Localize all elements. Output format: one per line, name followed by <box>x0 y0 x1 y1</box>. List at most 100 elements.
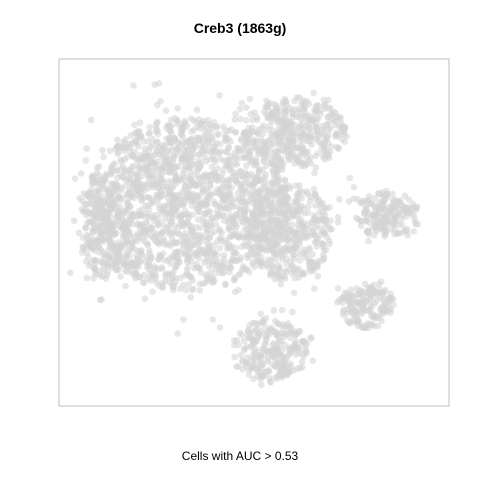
scatter-point <box>257 310 265 318</box>
scatter-point <box>174 138 182 146</box>
scatter-point <box>315 138 322 145</box>
scatter-point <box>320 228 328 236</box>
scatter-point <box>268 118 276 125</box>
scatter-point <box>330 116 338 123</box>
scatter-point <box>167 116 175 124</box>
scatter-point <box>328 110 335 118</box>
scatter-point <box>218 184 226 192</box>
scatter-point <box>176 212 183 219</box>
scatter-point <box>138 173 145 180</box>
scatter-point <box>282 267 290 275</box>
scatter-point <box>83 145 91 152</box>
scatter-point <box>230 341 238 349</box>
scatter-point <box>108 168 115 176</box>
scatter-point <box>222 136 230 143</box>
scatter-point <box>198 233 205 241</box>
scatter-point <box>180 316 187 323</box>
scatter-point <box>214 251 221 258</box>
scatter-point <box>322 219 330 226</box>
scatter-point <box>334 285 342 292</box>
scatter-point <box>276 263 283 271</box>
scatter-point <box>390 221 398 228</box>
scatter-point <box>179 126 186 133</box>
scatter-point <box>280 142 287 150</box>
scatter-point <box>231 353 238 361</box>
scatter-point <box>205 195 213 202</box>
scatter-point <box>158 264 165 271</box>
scatter-point <box>255 194 263 202</box>
scatter-point <box>374 322 382 330</box>
scatter-point <box>284 203 291 210</box>
scatter-point <box>270 307 278 314</box>
scatter-point <box>139 206 146 213</box>
scatter-point <box>371 222 379 230</box>
scatter-point <box>189 154 196 161</box>
scatter-point <box>246 217 253 224</box>
scatter-point <box>367 295 374 303</box>
scatter-point <box>205 121 213 128</box>
scatter-point <box>117 218 125 226</box>
scatter-point <box>201 250 209 258</box>
scatter-point <box>375 189 382 197</box>
scatter-point <box>235 195 243 203</box>
scatter-point <box>100 235 107 243</box>
scatter-point <box>292 106 299 113</box>
scatter-point <box>254 171 261 179</box>
scatter-point <box>326 148 334 156</box>
scatter-point <box>141 295 149 302</box>
scatter-point <box>236 329 244 337</box>
scatter-point <box>179 281 187 289</box>
scatter-point <box>264 222 271 229</box>
scatter-point <box>272 193 279 200</box>
scatter-point <box>249 124 256 131</box>
scatter-point <box>106 255 114 262</box>
scatter-point <box>255 165 263 173</box>
scatter-point <box>216 244 224 252</box>
scatter-point <box>287 208 295 215</box>
scatter-point <box>127 171 135 179</box>
scatter-point <box>282 98 290 105</box>
scatter-point <box>97 258 104 265</box>
scatter-point <box>100 153 107 161</box>
scatter-point <box>120 174 127 182</box>
scatter-point <box>247 170 255 178</box>
scatter-point <box>295 328 303 335</box>
scatter-point <box>189 178 197 186</box>
scatter-point <box>160 160 167 167</box>
scatter-point <box>235 341 243 349</box>
scatter-point <box>230 169 238 176</box>
scatter-point <box>120 259 128 267</box>
scatter-point <box>346 302 354 310</box>
scatter-point <box>244 238 252 246</box>
scatter-point <box>257 201 265 209</box>
scatter-point <box>362 217 370 225</box>
scatter-point <box>253 359 260 367</box>
scatter-point <box>245 326 252 334</box>
scatter-point <box>154 130 162 138</box>
scatter-point <box>356 290 364 298</box>
scatter-point <box>370 287 378 295</box>
scatter-point <box>357 222 365 230</box>
scatter-point <box>137 133 145 140</box>
scatter-point <box>134 220 142 227</box>
scatter-point <box>311 109 319 116</box>
scatter-point <box>246 149 253 157</box>
scatter-point <box>132 274 139 282</box>
scatter-point <box>70 217 78 224</box>
scatter-point <box>266 159 274 166</box>
scatter-point <box>197 269 205 277</box>
scatter-point <box>193 223 200 231</box>
scatter-point <box>193 264 201 271</box>
scatter-point <box>399 212 407 219</box>
scatter-point <box>179 241 187 248</box>
scatter-point <box>109 202 117 209</box>
scatter-point <box>263 111 270 118</box>
scatter-point <box>135 235 142 242</box>
scatter-point <box>164 178 172 185</box>
scatter-point <box>213 131 221 138</box>
scatter-point <box>271 354 278 362</box>
scatter-point <box>71 175 79 182</box>
scatter-point <box>264 142 271 149</box>
scatter-point <box>254 250 262 257</box>
scatter-point <box>164 148 171 155</box>
